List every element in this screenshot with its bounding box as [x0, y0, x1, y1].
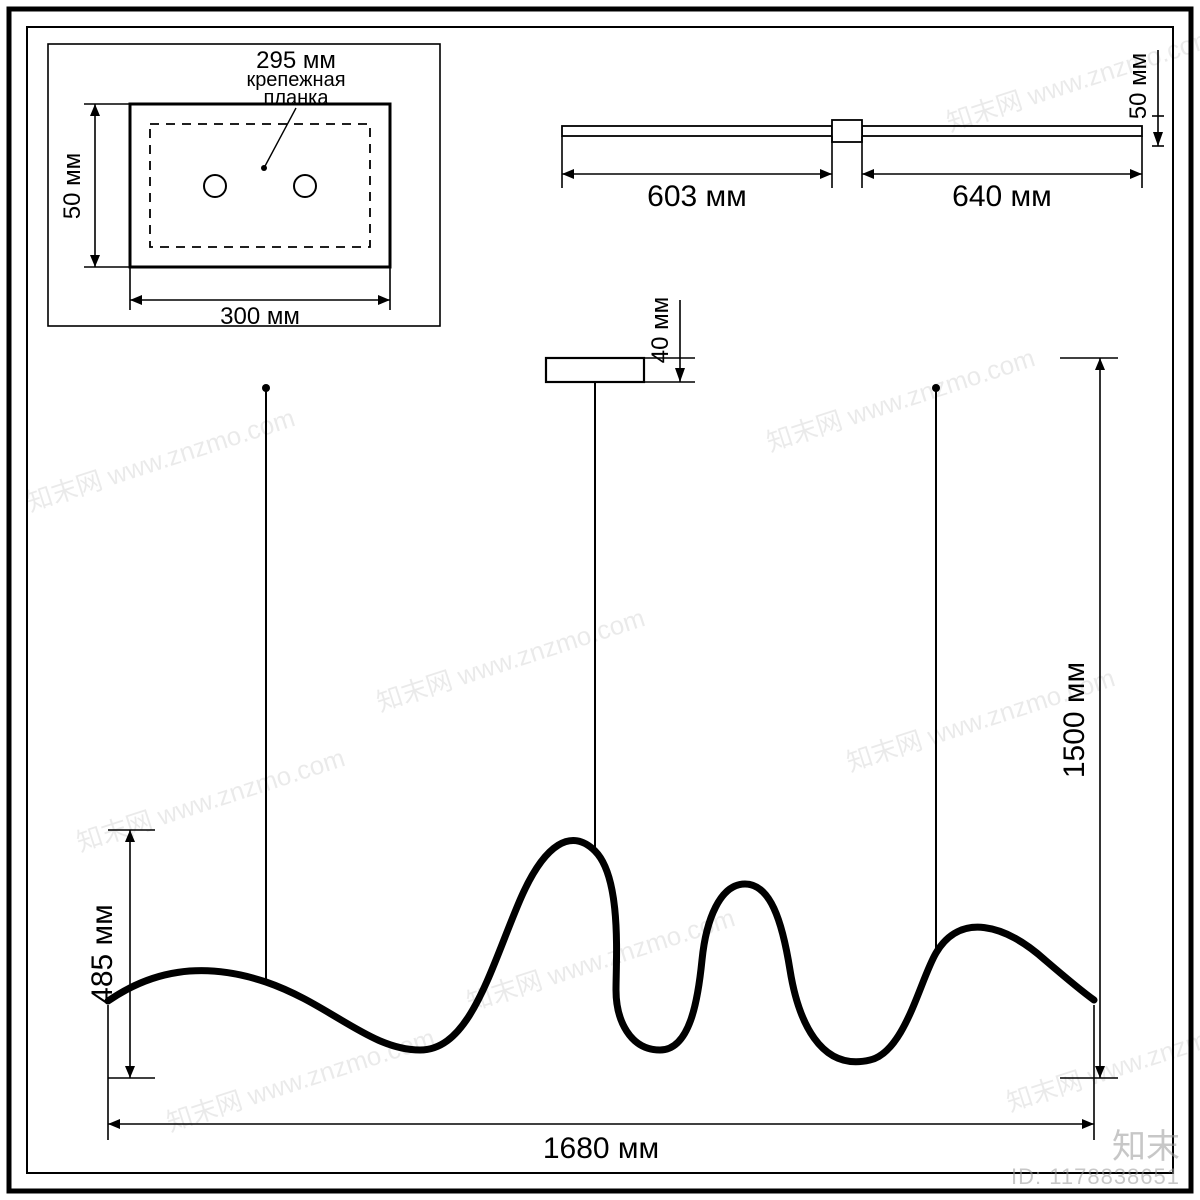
dim-bar-right: 640 мм — [952, 180, 1052, 213]
dim-bar-left: 603 мм — [647, 180, 747, 213]
dim-canopy-h: 40 мм — [647, 297, 674, 363]
dim-plate-h: 50 мм — [59, 153, 86, 219]
lamp-curve — [108, 840, 1094, 1061]
label-bracket-2: планка — [264, 87, 330, 109]
dim-1680: 1680 мм — [543, 1132, 659, 1165]
dim-bar-h: 50 мм — [1125, 53, 1152, 119]
technical-drawing-svg: 295 ммкрепежнаяпланка50 мм300 мм50 мм603… — [0, 0, 1200, 1200]
dim-plate-w: 300 мм — [220, 303, 300, 330]
diagram-stage: 295 ммкрепежнаяпланка50 мм300 мм50 мм603… — [0, 0, 1200, 1200]
dim-485: 485 мм — [86, 904, 119, 1004]
dim-1500: 1500 мм — [1058, 662, 1091, 778]
